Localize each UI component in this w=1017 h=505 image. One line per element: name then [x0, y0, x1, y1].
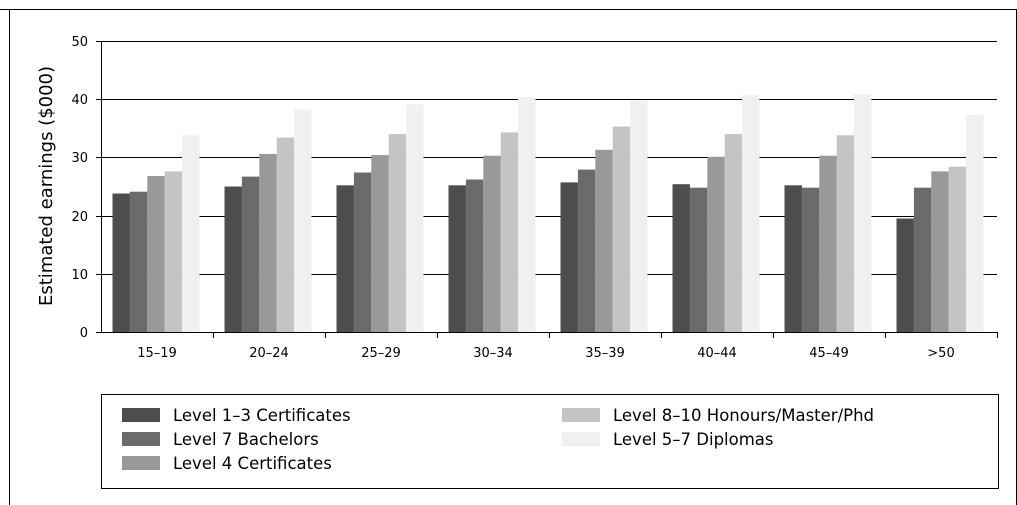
legend-label: Level 8–10 Honours/Master/Phd — [613, 405, 875, 425]
bar — [784, 185, 802, 332]
x-tick-label: 35–39 — [585, 346, 625, 361]
bar — [612, 126, 631, 332]
bar — [259, 153, 277, 332]
legend-item: Level 8–10 Honours/Master/Phd — [562, 405, 874, 425]
bar — [724, 134, 743, 332]
y-tick-label: 10 — [71, 268, 88, 283]
bar — [931, 171, 949, 332]
bar — [147, 176, 165, 332]
bar — [500, 132, 519, 332]
bar — [913, 187, 932, 332]
legend-swatch — [122, 408, 160, 422]
y-axis-title: Estimated earnings ($000) — [36, 66, 57, 306]
y-tick-label: 40 — [71, 93, 88, 108]
bar — [448, 185, 466, 332]
legend-label: Level 7 Bachelors — [173, 429, 319, 449]
x-tick-label: >50 — [927, 346, 954, 361]
bar — [801, 187, 820, 332]
bar — [388, 134, 407, 332]
bar — [294, 109, 312, 332]
bar — [182, 135, 200, 332]
legend-item: Level 5–7 Diplomas — [562, 429, 774, 449]
bar — [819, 155, 837, 332]
x-tick-label: 40–44 — [697, 346, 737, 361]
bar — [742, 95, 760, 332]
bar — [948, 166, 967, 332]
legend-item: Level 1–3 Certificates — [122, 405, 351, 425]
bar — [689, 187, 708, 332]
legend-label: Level 1–3 Certificates — [173, 405, 351, 425]
x-tick-label: 45–49 — [809, 346, 849, 361]
x-tick-label: 25–29 — [361, 346, 401, 361]
bar — [854, 94, 872, 332]
bar — [483, 155, 501, 332]
legend-swatch — [562, 432, 600, 446]
y-tick-label: 0 — [80, 326, 88, 341]
bar — [595, 149, 613, 332]
legend-swatch — [122, 456, 160, 470]
legend-item: Level 7 Bachelors — [122, 429, 319, 449]
bar — [353, 172, 372, 332]
axes — [96, 41, 998, 338]
legend-label: Level 5–7 Diplomas — [613, 429, 774, 449]
bar — [672, 184, 690, 332]
legend-swatch — [122, 432, 160, 446]
bar — [518, 96, 536, 333]
legend-label: Level 4 Certificates — [173, 453, 332, 473]
bar — [707, 156, 725, 332]
bar — [112, 193, 130, 332]
x-tick-label: 20–24 — [249, 346, 289, 361]
bar — [371, 155, 389, 332]
bars — [112, 94, 984, 333]
bar — [129, 191, 148, 332]
legend-swatch — [562, 408, 600, 422]
bar — [577, 169, 596, 332]
bar — [836, 135, 855, 332]
bar — [406, 104, 424, 333]
bar — [276, 137, 295, 332]
bar — [560, 182, 578, 332]
y-tick-label: 20 — [71, 210, 88, 225]
y-tick-label: 50 — [71, 35, 88, 50]
legend: Level 1–3 Certificates Level 7 Bachelors L… — [101, 394, 999, 489]
bar — [465, 179, 484, 332]
bar — [336, 185, 354, 332]
bar — [630, 100, 648, 333]
tick-labels: 0 10 20 30 40 50 15–19 20–24 25–29 30–34 35–39 40–4… — [71, 35, 954, 361]
bar — [164, 171, 183, 332]
x-tick-label: 30–34 — [473, 346, 513, 361]
x-tick-label: 15–19 — [137, 346, 177, 361]
bar — [966, 114, 984, 333]
bar — [241, 176, 260, 332]
legend-item: Level 4 Certificates — [122, 453, 332, 473]
bar — [224, 186, 242, 332]
y-tick-label: 30 — [71, 151, 88, 166]
bar — [896, 218, 914, 332]
